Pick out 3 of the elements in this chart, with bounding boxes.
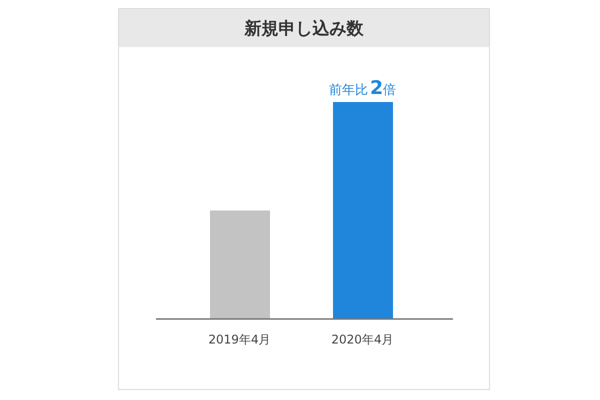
x-tick-label: 2019年4月 [208, 332, 271, 347]
x-tick-label: 2020年4月 [331, 332, 394, 347]
chart-title: 新規申し込み数 [244, 18, 364, 40]
